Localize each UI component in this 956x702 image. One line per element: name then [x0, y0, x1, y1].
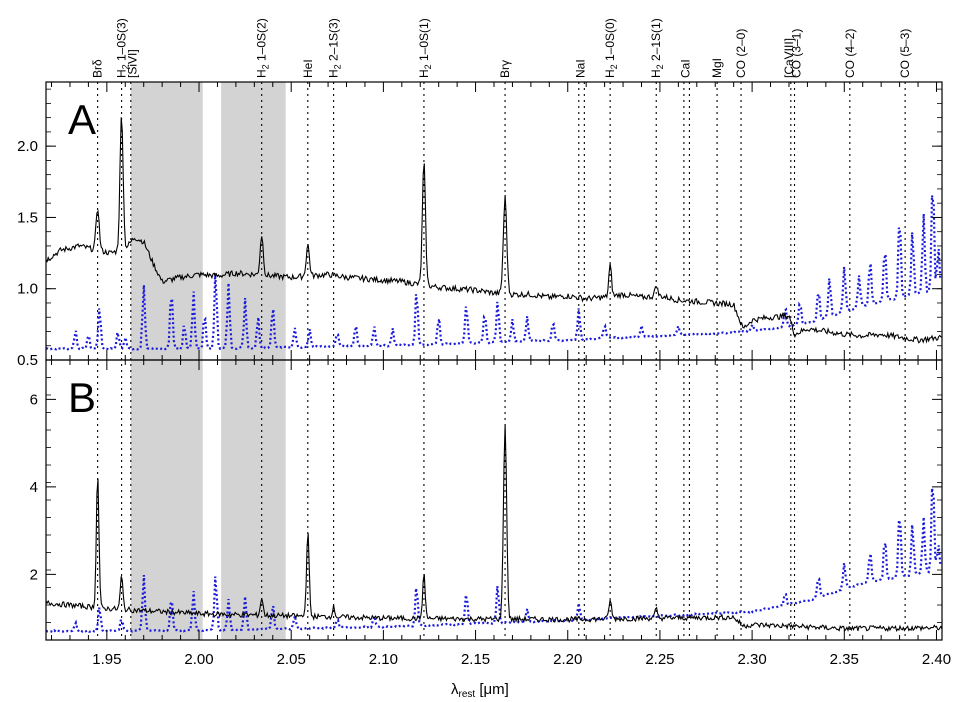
panel-letter-a: A [68, 96, 96, 143]
line-label-5: HeI [301, 59, 315, 78]
line-labels: Brδ H2 1–0S(3)[SiVI] H2 1–0S(2) HeI H2 2–1S(… [91, 18, 913, 78]
observed-spectrum-panel-a [46, 117, 942, 344]
line-label-8: Brγ [498, 60, 512, 78]
line-label-17: [CaVIII] [782, 38, 796, 78]
x-axis-title-unit: [μm] [475, 681, 509, 698]
spectra [46, 117, 942, 634]
y-tick-label-b-1: 4 [30, 479, 38, 496]
panel-b-spectra [46, 424, 942, 634]
line-label-7: H2 1–0S(1) [417, 18, 433, 78]
x-tick-label-9: 2.40 [922, 651, 951, 668]
x-tick-label-7: 2.30 [738, 651, 767, 668]
panel-a-spectra [46, 117, 942, 351]
x-tick-label-0: 1.95 [92, 651, 121, 668]
x-tick-label-8: 2.35 [830, 651, 859, 668]
x-tick-label-1: 2.00 [184, 651, 213, 668]
y-tick-label-a-2: 1.5 [17, 209, 38, 226]
template-spectrum-panel-b [46, 488, 942, 634]
line-label-18: CO (3–1) [789, 29, 803, 78]
line-label-6: H2 2–1S(3) [327, 18, 343, 78]
panel-letter-b: B [68, 374, 96, 421]
line-label-3: [SiVI] [126, 49, 140, 78]
line-label-9: NaI [574, 59, 588, 78]
line-label-11: H2 1–0S(0) [603, 18, 619, 78]
y-tick-label-a-0: 0.5 [17, 352, 38, 369]
line-label-1: Brδ [91, 59, 105, 78]
x-axis-title: λrest [μm] [451, 681, 509, 700]
x-axis-title-main: λ [451, 681, 459, 698]
x-tick-label-2: 2.05 [277, 651, 306, 668]
line-label-16: CO (2–0) [734, 29, 748, 78]
line-label-13: CaI [679, 59, 693, 78]
masked-region-2 [221, 82, 286, 640]
masked-regions [130, 82, 286, 640]
line-label-19: CO (4–2) [843, 29, 857, 78]
line-label-4: H2 1–0S(2) [255, 18, 271, 78]
line-label-2: H2 1–0S(3) [115, 18, 131, 78]
y-tick-label-b-0: 2 [30, 566, 38, 583]
y-tick-label-b-2: 6 [30, 391, 38, 408]
line-label-12: H2 2–1S(1) [649, 18, 665, 78]
template-spectrum-panel-a [46, 195, 942, 351]
line-label-15: MgI [710, 58, 724, 78]
y-tick-label-a-1: 1.0 [17, 281, 38, 298]
x-tick-label-3: 2.10 [369, 651, 398, 668]
y-tick-label-a-3: 2.0 [17, 138, 38, 155]
x-tick-label-5: 2.20 [553, 651, 582, 668]
line-label-20: CO (5–3) [898, 29, 912, 78]
observed-spectrum-panel-b [46, 424, 942, 633]
x-tick-label-6: 2.25 [645, 651, 674, 668]
emission-line-markers [97, 82, 906, 640]
masked-region-1 [130, 82, 203, 640]
x-tick-label-4: 2.15 [461, 651, 490, 668]
x-axis-title-sub: rest [459, 689, 476, 700]
axes: 0.5 1.0 1.5 2.0 2 4 6 1.95 2.00 2.05 2.10 2.15 2.20 2… [17, 81, 951, 668]
